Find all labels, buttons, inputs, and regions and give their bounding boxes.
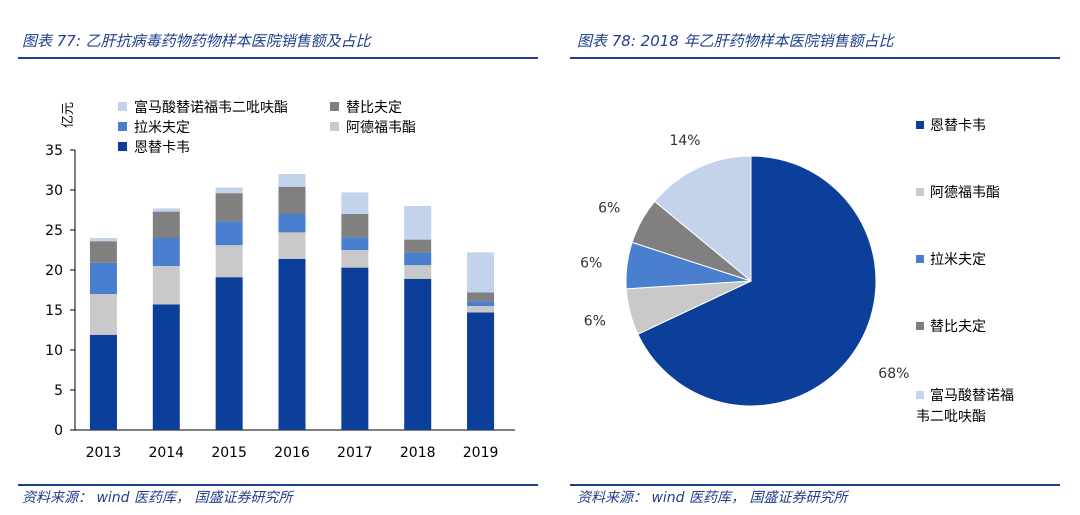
- legend-swatch: [118, 142, 127, 151]
- legend-label: 替比夫定: [930, 319, 986, 335]
- left-source-note: 资料来源： wind 医药库， 国盛证券研究所: [22, 490, 293, 506]
- pie-slice: [637, 155, 877, 407]
- y-tick-label: 35: [45, 143, 63, 159]
- legend-swatch: [330, 122, 339, 131]
- legend-swatch: [916, 391, 924, 399]
- bar-segment: [404, 239, 432, 253]
- y-tick-label: 25: [45, 223, 63, 239]
- bar-segment: [467, 252, 495, 293]
- pie-slice-label: 6%: [598, 200, 620, 216]
- legend-label: 富马酸替诺福韦二吡呋酯: [134, 99, 288, 116]
- bar-segment: [152, 266, 180, 305]
- legend-label: 拉米夫定: [930, 252, 986, 268]
- bar-segment: [152, 238, 180, 266]
- bar-segment: [152, 208, 180, 212]
- right-source-note: 资料来源： wind 医药库， 国盛证券研究所: [577, 490, 848, 506]
- legend-label: 替比夫定: [346, 100, 402, 116]
- legend-label: 阿德福韦酯: [930, 185, 1000, 201]
- bar-segment: [215, 193, 243, 222]
- legend-label: 阿德福韦酯: [346, 120, 416, 136]
- bar-segment: [278, 186, 306, 214]
- bar-segment: [404, 265, 432, 279]
- x-tick-label: 2018: [400, 445, 436, 461]
- y-tick-label: 30: [45, 183, 63, 199]
- legend-label: 富马酸替诺福: [930, 387, 1014, 404]
- x-tick-label: 2017: [337, 445, 373, 461]
- legend-swatch: [916, 322, 924, 330]
- bar-segment: [404, 206, 432, 240]
- left-chart-title: 图表 77: 乙肝抗病毒药物药物样本医院销售额及占比: [22, 32, 371, 50]
- legend-label-continued: 韦二吡呋酯: [916, 409, 986, 425]
- bar-segment: [278, 214, 306, 233]
- pie-slice-label: 14%: [669, 133, 700, 149]
- bar-segment: [341, 250, 369, 268]
- legend-swatch: [330, 102, 339, 111]
- x-tick-label: 2019: [463, 445, 499, 461]
- y-tick-label: 20: [45, 263, 63, 279]
- bar-segment: [467, 312, 495, 430]
- bar-segment: [89, 262, 117, 294]
- bar-segment: [278, 232, 306, 259]
- legend-swatch: [916, 188, 924, 196]
- legend-label: 恩替卡韦: [134, 140, 190, 156]
- bar-segment: [341, 267, 369, 430]
- right-chart-title: 图表 78: 2018 年乙肝药物样本医院销售额占比: [577, 32, 894, 50]
- legend-swatch: [118, 102, 127, 111]
- y-axis-label: 亿元: [61, 102, 76, 128]
- legend-swatch: [916, 121, 924, 129]
- legend-swatch: [118, 122, 127, 131]
- stacked-bar-chart: 0 5 10 15 20 25 30 35 亿元 2013 2014 2015 2016 2017 2018…: [45, 99, 515, 461]
- pie-slice-label: 6%: [580, 256, 602, 272]
- pie-slice: [653, 155, 752, 283]
- bar-segment: [467, 301, 495, 306]
- bar-segment: [467, 292, 495, 302]
- bar-segment: [215, 221, 243, 246]
- bar-segment: [215, 277, 243, 430]
- left-title-rule: [18, 57, 538, 59]
- bar-segment: [89, 294, 117, 335]
- x-tick-label: 2016: [274, 445, 310, 461]
- y-tick-label: 15: [45, 303, 63, 319]
- bar-segment: [152, 211, 180, 238]
- y-tick-label: 0: [54, 423, 63, 439]
- x-tick-label: 2013: [86, 445, 122, 461]
- right-title-rule: [570, 57, 1060, 59]
- bar-segment: [278, 258, 306, 430]
- x-tick-label: 2014: [148, 445, 184, 461]
- legend-label: 恩替卡韦: [930, 118, 986, 134]
- pie-slice-label: 6%: [584, 314, 606, 330]
- bar-segment: [89, 334, 117, 430]
- bar-segment: [341, 192, 369, 214]
- bar-segment: [89, 238, 117, 242]
- bar-segment: [404, 278, 432, 430]
- y-tick-label: 5: [54, 383, 63, 399]
- bar-segment: [89, 241, 117, 263]
- x-tick-label: 2015: [211, 445, 247, 461]
- bar-segment: [215, 187, 243, 194]
- bar-segment: [152, 304, 180, 430]
- bar-segment: [341, 237, 369, 250]
- y-tick-label: 10: [45, 343, 63, 359]
- bar-segment: [404, 252, 432, 266]
- legend-label: 拉米夫定: [134, 120, 190, 136]
- bar-segment: [215, 245, 243, 278]
- legend-swatch: [916, 255, 924, 263]
- pie-slice-label: 68%: [878, 366, 909, 382]
- bar-segment: [341, 214, 369, 238]
- bar-segment: [278, 174, 306, 187]
- right-source-rule: [570, 484, 1060, 486]
- left-source-rule: [18, 484, 538, 486]
- bar-segment: [467, 306, 495, 313]
